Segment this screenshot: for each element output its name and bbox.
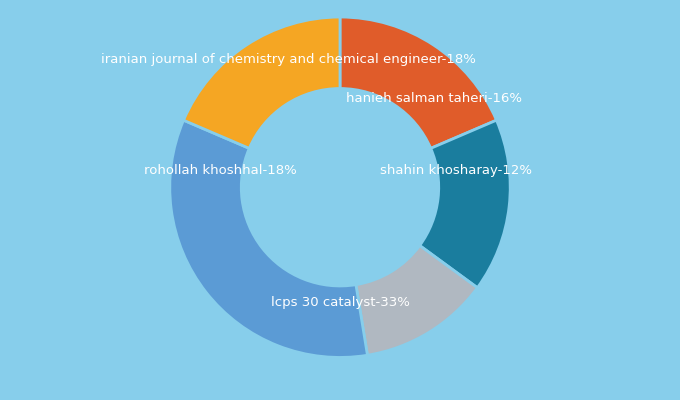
Text: shahin khosharay-12%: shahin khosharay-12% bbox=[379, 164, 532, 177]
Wedge shape bbox=[420, 120, 510, 288]
Text: iranian journal of chemistry and chemical engineer-18%: iranian journal of chemistry and chemica… bbox=[101, 53, 477, 66]
Text: rohollah khoshhal-18%: rohollah khoshhal-18% bbox=[144, 164, 297, 177]
Wedge shape bbox=[340, 17, 496, 148]
Wedge shape bbox=[356, 246, 477, 355]
Wedge shape bbox=[184, 17, 340, 148]
Wedge shape bbox=[170, 120, 367, 358]
Text: hanieh salman taheri-16%: hanieh salman taheri-16% bbox=[345, 92, 522, 105]
Text: lcps 30 catalyst-33%: lcps 30 catalyst-33% bbox=[271, 296, 409, 310]
